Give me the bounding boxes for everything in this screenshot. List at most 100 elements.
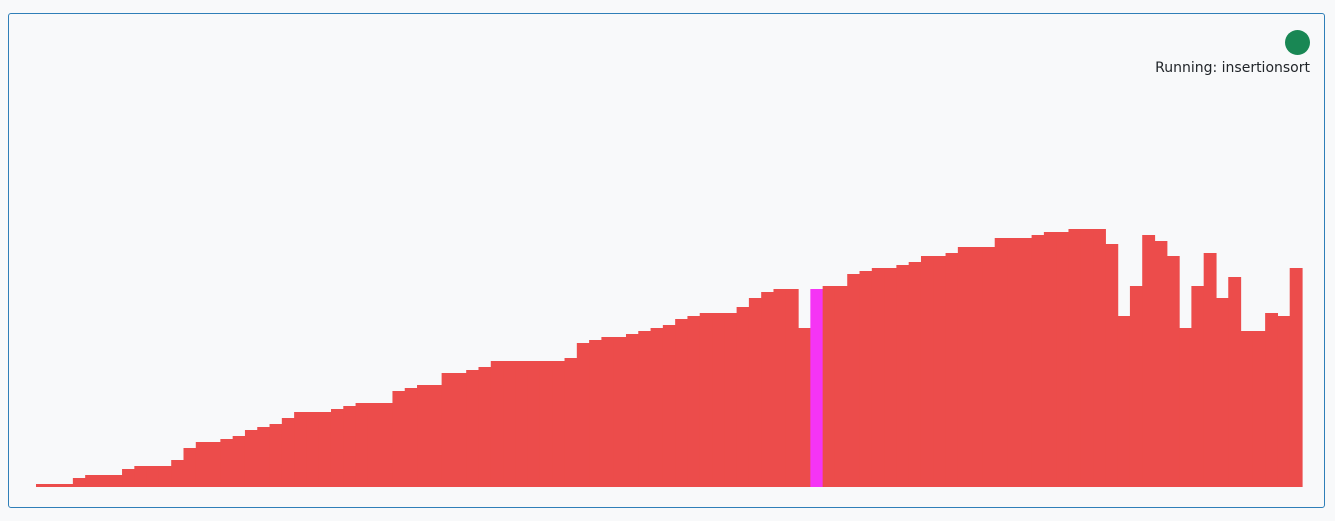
array-bar bbox=[466, 370, 480, 487]
array-bar bbox=[871, 268, 885, 487]
array-bar bbox=[1043, 232, 1057, 487]
array-bar bbox=[478, 367, 492, 487]
array-bar bbox=[896, 265, 910, 487]
array-bar bbox=[306, 412, 320, 487]
array-bar bbox=[441, 373, 455, 487]
array-bar bbox=[490, 361, 504, 487]
running-status-label: Running: insertionsort bbox=[1155, 60, 1310, 76]
array-bar bbox=[1007, 238, 1020, 487]
array-bar bbox=[294, 412, 308, 487]
array-bar bbox=[72, 478, 86, 487]
array-bar bbox=[355, 403, 369, 487]
array-bar bbox=[834, 286, 848, 487]
array-bar bbox=[1068, 229, 1082, 487]
array-bar bbox=[36, 484, 49, 487]
array-bar bbox=[232, 436, 246, 487]
array-bar bbox=[773, 289, 787, 487]
array-bar bbox=[257, 427, 271, 487]
array-bar bbox=[724, 313, 738, 487]
array-bar bbox=[687, 316, 701, 487]
array-bar bbox=[1228, 277, 1242, 487]
array-bar bbox=[650, 328, 664, 487]
array-bar bbox=[625, 334, 639, 487]
array-bar bbox=[453, 373, 467, 487]
array-bar bbox=[134, 466, 148, 487]
array-bar bbox=[970, 247, 984, 487]
array-bar bbox=[1154, 241, 1168, 487]
array-bar bbox=[1179, 328, 1192, 487]
array-bar bbox=[712, 313, 725, 487]
array-bar bbox=[318, 412, 332, 487]
array-bar bbox=[367, 403, 381, 487]
array-bar bbox=[576, 343, 590, 487]
array-bar bbox=[417, 385, 430, 487]
array-bar bbox=[171, 460, 185, 487]
array-bar bbox=[589, 340, 602, 487]
array-bar bbox=[330, 409, 344, 487]
array-bar bbox=[564, 358, 578, 487]
array-bar bbox=[761, 292, 775, 487]
array-bar bbox=[613, 337, 627, 487]
array-bar bbox=[48, 484, 62, 487]
array-bar bbox=[1215, 298, 1229, 487]
array-bar bbox=[85, 475, 99, 487]
array-bar bbox=[1105, 244, 1119, 487]
array-bar bbox=[1289, 268, 1303, 487]
array-bar bbox=[699, 313, 713, 487]
array-bar bbox=[183, 448, 197, 487]
array-bar bbox=[392, 391, 406, 487]
array-bar bbox=[945, 253, 959, 487]
array-bar bbox=[380, 403, 394, 487]
array-bar bbox=[1056, 232, 1070, 487]
array-bar bbox=[269, 424, 283, 487]
array-bar bbox=[1019, 238, 1033, 487]
array-bar bbox=[1117, 316, 1131, 487]
array-bar bbox=[847, 274, 861, 487]
array-bar bbox=[1203, 253, 1217, 487]
array-bar bbox=[1191, 286, 1205, 487]
array-bar bbox=[933, 256, 947, 487]
array-bar bbox=[527, 361, 541, 487]
array-bar bbox=[281, 418, 295, 487]
array-bar bbox=[146, 466, 160, 487]
array-bar bbox=[503, 361, 516, 487]
array-bar bbox=[1129, 286, 1143, 487]
array-bar bbox=[220, 439, 234, 487]
array-bar bbox=[957, 247, 971, 487]
active-bar bbox=[810, 289, 824, 487]
array-bar bbox=[785, 289, 799, 487]
array-bar bbox=[748, 298, 762, 487]
array-bar bbox=[1265, 313, 1279, 487]
array-bar bbox=[1240, 331, 1254, 487]
array-bar bbox=[343, 406, 357, 487]
array-bar bbox=[908, 262, 922, 487]
array-bar bbox=[601, 337, 615, 487]
array-bar bbox=[244, 430, 258, 487]
array-bar bbox=[122, 469, 135, 487]
array-bar bbox=[884, 268, 897, 487]
array-bar bbox=[404, 388, 418, 487]
array-bar bbox=[552, 361, 566, 487]
array-bar bbox=[736, 307, 750, 487]
array-bar bbox=[60, 484, 74, 487]
array-bar bbox=[109, 475, 123, 487]
array-bar bbox=[1031, 235, 1045, 487]
array-bar bbox=[798, 328, 811, 487]
array-bar bbox=[1252, 331, 1266, 487]
array-bar bbox=[539, 361, 553, 487]
array-bar bbox=[515, 361, 529, 487]
array-bar bbox=[1277, 316, 1291, 487]
array-bar bbox=[822, 286, 836, 487]
array-bar bbox=[158, 466, 172, 487]
array-bar bbox=[994, 238, 1008, 487]
array-bar bbox=[859, 271, 873, 487]
array-bar bbox=[97, 475, 111, 487]
array-bar bbox=[1166, 256, 1180, 487]
array-bar bbox=[429, 385, 443, 487]
array-bar bbox=[982, 247, 996, 487]
array-bar bbox=[195, 442, 209, 487]
array-bar bbox=[1142, 235, 1156, 487]
array-bar bbox=[638, 331, 652, 487]
running-status-indicator bbox=[1285, 30, 1310, 55]
